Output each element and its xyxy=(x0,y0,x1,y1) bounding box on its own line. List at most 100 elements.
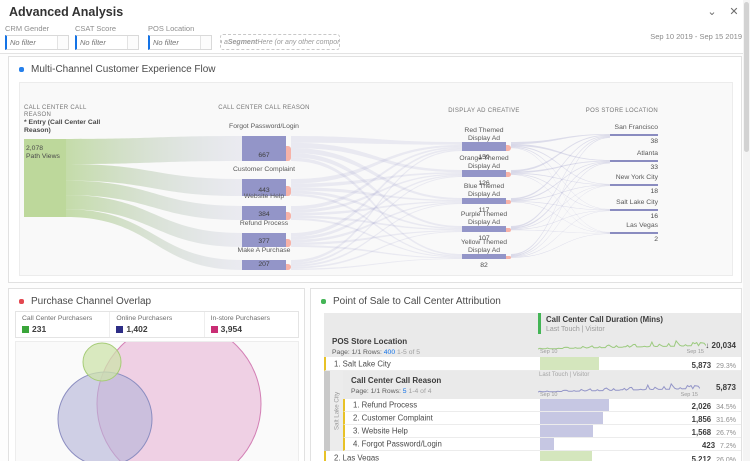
pagination[interactable]: Page: 1/1 Rows: 5 1-4 of 4 xyxy=(351,388,432,395)
date-range[interactable]: Sep 10 2019 - Sep 15 2019 xyxy=(650,32,742,41)
flow-node-value: 384 xyxy=(258,211,270,218)
flow-node-atlanta[interactable] xyxy=(610,160,658,162)
flow-node-value: 159 xyxy=(478,154,490,161)
scrollbar-thumb[interactable] xyxy=(744,2,749,152)
filter-dropdown-button[interactable] xyxy=(200,36,211,49)
value-bar xyxy=(540,357,599,370)
flow-node-customer-complaint[interactable]: 443 xyxy=(242,179,286,196)
flow-node-value: 207 xyxy=(258,261,270,268)
venn-circle-online[interactable] xyxy=(57,371,153,461)
flow-node-yellow-themed-display-ad[interactable] xyxy=(462,254,506,259)
table-row-forgot-password-login[interactable]: 4. Forgot Password/Login 423 7.2% xyxy=(343,438,741,451)
pos-trend-sparkline: Sep 10 Sep 15 xyxy=(537,336,707,355)
value-bar xyxy=(540,438,554,450)
exit-marker xyxy=(286,185,291,196)
value-bar xyxy=(540,399,609,411)
filter-label: CRM Gender xyxy=(5,24,50,33)
flow-node-salt-lake-city[interactable] xyxy=(610,209,658,211)
flow-panel: Multi-Channel Customer Experience Flow C… xyxy=(8,56,742,283)
flow-node-san-francisco[interactable] xyxy=(610,134,658,136)
filter-bar: CRM Gender CSAT Score POS Location Drop … xyxy=(0,24,750,54)
legend-in-store[interactable]: In-store Purchasers 3,954 xyxy=(210,315,270,334)
flow-node-entry[interactable] xyxy=(24,139,66,217)
nested-indent-strip xyxy=(324,371,330,451)
window-titlebar: Advanced Analysis ⌄ ✕ xyxy=(0,0,750,24)
exit-marker xyxy=(506,255,511,259)
table-row-salt-lake-city[interactable]: 1. Salt Lake City 5,873 29.3% xyxy=(324,357,741,371)
flow-node-label: Customer Complaint xyxy=(233,166,295,173)
value-bar xyxy=(540,412,603,424)
flow-node-label: Salt Lake City xyxy=(616,199,658,206)
legend-call-center[interactable]: Call Center Purchasers 231 xyxy=(16,312,111,337)
flow-node-label: Forgot Password/Login xyxy=(229,123,299,130)
flow-node-value: 2 xyxy=(654,236,658,243)
venn-panel-title: Purchase Channel Overlap xyxy=(31,296,152,307)
exit-marker xyxy=(506,172,511,177)
flow-node-forgot-password-login[interactable]: 667 xyxy=(242,136,286,161)
venn-circle-call-center[interactable] xyxy=(82,342,122,382)
flow-node-purple-themed-display-ad[interactable] xyxy=(462,226,506,232)
close-icon[interactable]: ✕ xyxy=(729,6,739,18)
flow-chart: CALL CENTER CALL REASON CALL CENTER CALL… xyxy=(19,82,733,276)
flow-node-value: 38 xyxy=(650,138,658,145)
filter-dropdown-button[interactable] xyxy=(57,36,68,49)
pos-location-filter-input[interactable] xyxy=(150,36,200,49)
exit-marker xyxy=(506,227,511,232)
table-row-website-help[interactable]: 3. Website Help 1,568 26.7% xyxy=(343,425,741,438)
segment-drop-zone[interactable]: Drop a Segment Here (or any other compon… xyxy=(220,34,340,50)
flow-panel-dot-icon xyxy=(19,67,24,72)
flow-node-label: Yellow Themed Display Ad xyxy=(460,239,508,254)
flow-node-label: Website Help xyxy=(243,193,285,200)
filter-csat-score: CSAT Score xyxy=(75,24,139,50)
entry-node-value: 2,078 Path Views xyxy=(26,145,60,160)
flow-node-blue-themed-display-ad[interactable] xyxy=(462,198,506,204)
flow-node-label: Refund Process xyxy=(239,220,289,227)
attribution-panel: Point of Sale to Call Center Attribution… xyxy=(310,288,742,461)
group-total: ↓ 20,034 xyxy=(705,341,736,350)
flow-node-label: Make A Purchase xyxy=(237,247,291,254)
flow-node-value: 117 xyxy=(478,207,490,214)
metric-column-header[interactable]: Call Center Call Duration (Mins) Last To… xyxy=(538,313,741,334)
venn-panel: Purchase Channel Overlap Call Center Pur… xyxy=(8,288,305,461)
flow-node-label: San Francisco xyxy=(614,124,658,131)
entry-node-label: * Entry (Call Center Call Reason) xyxy=(24,119,101,134)
page-scrollbar[interactable] xyxy=(743,0,750,461)
flow-node-website-help[interactable]: 384 xyxy=(242,206,286,220)
csat-score-filter-input[interactable] xyxy=(77,36,127,49)
chevron-down-icon[interactable]: ⌄ xyxy=(707,6,717,18)
flow-node-orange-themed-display-ad[interactable] xyxy=(462,170,506,177)
column-header-display-ad: DISPLAY AD CREATIVE xyxy=(448,108,520,114)
flow-node-make-a-purchase[interactable]: 207 xyxy=(242,260,286,270)
flow-node-value: 667 xyxy=(258,152,270,159)
navy-swatch-icon xyxy=(116,325,124,333)
flow-links xyxy=(66,134,610,270)
table-row-customer-complaint[interactable]: 2. Customer Complaint 1,856 31.6% xyxy=(343,412,741,425)
flow-node-red-themed-display-ad[interactable] xyxy=(462,142,506,151)
group-header-pos-store-location: POS Store Location Page: 1/1 Rows: 400 1… xyxy=(324,334,741,357)
column-header-call-reason: CALL CENTER CALL REASON xyxy=(218,105,310,111)
magenta-swatch-icon xyxy=(210,325,218,333)
subgroup-total: 5,873 xyxy=(715,383,736,392)
flow-node-refund-process[interactable]: 377 xyxy=(242,233,286,247)
crm-gender-filter-input[interactable] xyxy=(7,36,57,49)
filter-label: CSAT Score xyxy=(75,24,116,33)
flow-node-las-vegas[interactable] xyxy=(610,232,658,234)
column-header-pos-location: POS STORE LOCATION xyxy=(585,108,658,114)
legend-online[interactable]: Online Purchasers 1,402 xyxy=(110,312,205,337)
filter-dropdown-button[interactable] xyxy=(127,36,138,49)
exit-marker xyxy=(286,238,291,247)
flow-node-value: 443 xyxy=(258,187,270,194)
flow-node-label: Atlanta xyxy=(636,150,658,157)
flow-node-value: 126 xyxy=(478,180,490,187)
flow-node-value: 18 xyxy=(650,188,658,195)
table-row-refund-process[interactable]: 1. Refund Process 2,026 34.5% xyxy=(343,399,741,412)
flow-node-label: New York City xyxy=(615,174,658,181)
flow-node-value: 107 xyxy=(478,235,490,242)
flow-node-new-york-city[interactable] xyxy=(610,184,658,186)
column-header-entry: CALL CENTER CALL REASON xyxy=(24,105,87,118)
flow-node-value: 377 xyxy=(258,238,270,245)
pagination[interactable]: Page: 1/1 Rows: 400 1-5 of 5 xyxy=(332,349,421,356)
flow-panel-title: Multi-Channel Customer Experience Flow xyxy=(31,64,216,75)
table-row-las-vegas[interactable]: 2. Las Vegas 5,212 26.0% xyxy=(324,451,741,461)
